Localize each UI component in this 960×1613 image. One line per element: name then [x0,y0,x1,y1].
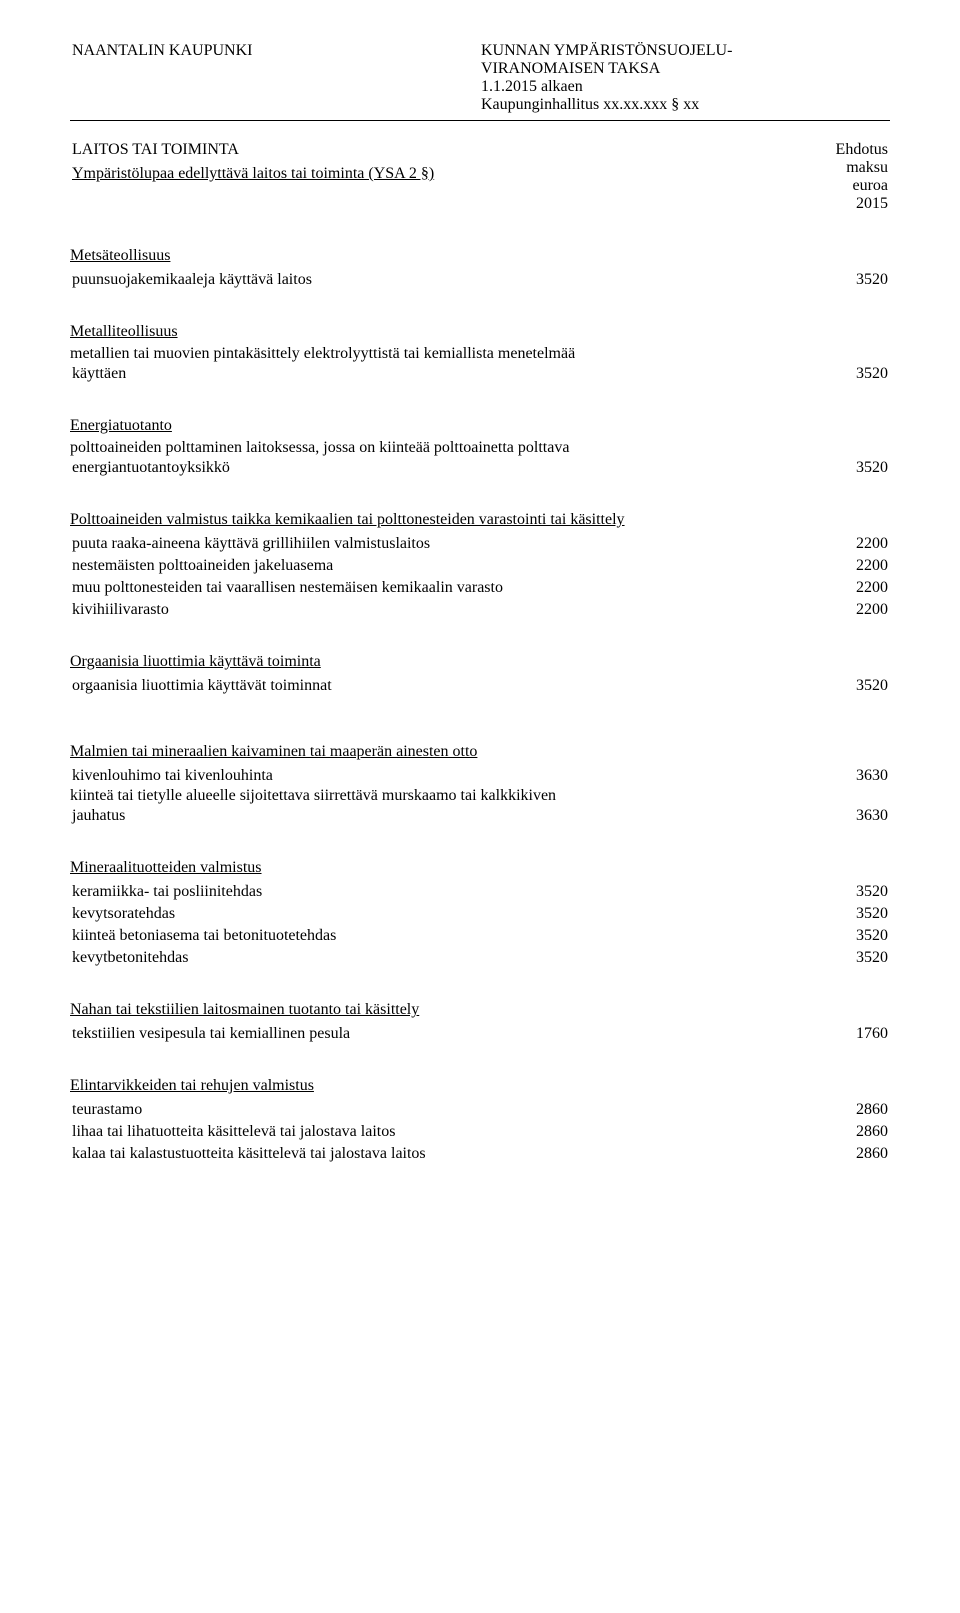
page: NAANTALIN KAUPUNKI KUNNAN YMPÄRISTÖNSUOJ… [0,0,960,1225]
subheader-right: Ehdotus maksu euroa 2015 [725,141,888,213]
section-title-elintarvike: Elintarvikkeiden tai rehujen valmistus [70,1077,890,1095]
header-right-line3: 1.1.2015 alkaen [481,78,888,96]
row-amount: 2200 [776,557,888,575]
row-amount: 3630 [776,767,888,785]
table-row: puunsuojakemikaaleja käyttävä laitos 352… [70,269,890,291]
row-amount: 2860 [776,1123,888,1141]
table-row: kivihiilivarasto 2200 [70,599,890,621]
table-row: nestemäisten polttoaineiden jakeluasema … [70,555,890,577]
euroa-label: euroa [725,177,888,195]
header-left: NAANTALIN KAUPUNKI [72,42,479,114]
table-row: orgaanisia liuottimia käyttävät toiminna… [70,675,890,697]
row-amount: 3520 [776,271,888,289]
row-label-wrap: metallien tai muovien pintakäsittely ele… [70,345,890,363]
table-row: kivenlouhimo tai kivenlouhinta 3630 [70,765,890,787]
table-row: kevytsoratehdas 3520 [70,903,890,925]
row-label: teurastamo [72,1101,774,1119]
row-label: kivihiilivarasto [72,601,774,619]
header-right-line2: VIRANOMAISEN TAKSA [481,60,888,78]
table-row: tekstiilien vesipesula tai kemiallinen p… [70,1023,890,1045]
header-rule [70,120,890,121]
section-title-poltto: Polttoaineiden valmistus taikka kemikaal… [70,511,890,529]
row-label: käyttäen [72,365,774,383]
row-label: tekstiilien vesipesula tai kemiallinen p… [72,1025,774,1043]
row-amount: 2200 [776,601,888,619]
section-title-energia: Energiatuotanto [70,417,890,435]
row-amount: 3630 [776,807,888,825]
row-label: nestemäisten polttoaineiden jakeluasema [72,557,774,575]
section-title-malmi: Malmien tai mineraalien kaivaminen tai m… [70,743,890,761]
row-amount: 3520 [776,883,888,901]
header-row: NAANTALIN KAUPUNKI KUNNAN YMPÄRISTÖNSUOJ… [70,40,890,116]
table-row: kevytbetonitehdas 3520 [70,947,890,969]
table-row: muu polttonesteiden tai vaarallisen nest… [70,577,890,599]
section-title-metsa: Metsäteollisuus [70,247,890,265]
row-label-wrap: polttoaineiden polttaminen laitoksessa, … [70,439,890,457]
table-row: teurastamo 2860 [70,1099,890,1121]
subheader-left: LAITOS TAI TOIMINTA Ympäristölupaa edell… [72,141,723,213]
table-row: keramiikka- tai posliinitehdas 3520 [70,881,890,903]
row-label: energiantuotantoyksikkö [72,459,774,477]
table-row: käyttäen 3520 [70,363,890,385]
section-title-mineraali: Mineraalituotteiden valmistus [70,859,890,877]
row-label-wrap: kiinteä tai tietylle alueelle sijoitetta… [70,787,890,805]
row-amount: 2860 [776,1145,888,1163]
row-amount: 3520 [776,927,888,945]
row-amount: 3520 [776,905,888,923]
row-label: kalaa tai kalastustuotteita käsittelevä … [72,1145,774,1163]
row-label: keramiikka- tai posliinitehdas [72,883,774,901]
year-label: 2015 [725,195,888,213]
row-label: kiinteä betoniasema tai betonituotetehda… [72,927,774,945]
section-title-orgaan: Orgaanisia liuottimia käyttävä toiminta [70,653,890,671]
row-label: puuta raaka-aineena käyttävä grillihiile… [72,535,774,553]
table-row: kiinteä betoniasema tai betonituotetehda… [70,925,890,947]
row-label: kevytsoratehdas [72,905,774,923]
row-amount: 1760 [776,1025,888,1043]
laitos-heading: LAITOS TAI TOIMINTA [72,141,723,159]
section-title-metalli: Metalliteollisuus [70,323,890,341]
row-amount: 3520 [776,459,888,477]
ehdotus-label: Ehdotus [725,141,888,159]
row-label: jauhatus [72,807,774,825]
section-title-nahka: Nahan tai tekstiilien laitosmainen tuota… [70,1001,890,1019]
table-row: jauhatus 3630 [70,805,890,827]
row-amount: 2200 [776,579,888,597]
row-label: kivenlouhimo tai kivenlouhinta [72,767,774,785]
table-row: kalaa tai kalastustuotteita käsittelevä … [70,1143,890,1165]
header-right: KUNNAN YMPÄRISTÖNSUOJELU- VIRANOMAISEN T… [481,42,888,114]
row-amount: 3520 [776,365,888,383]
row-amount: 3520 [776,677,888,695]
table-row: lihaa tai lihatuotteita käsittelevä tai … [70,1121,890,1143]
ymplupa-heading: Ympäristölupaa edellyttävä laitos tai to… [72,165,723,183]
row-label: muu polttonesteiden tai vaarallisen nest… [72,579,774,597]
row-label: orgaanisia liuottimia käyttävät toiminna… [72,677,774,695]
row-amount: 2200 [776,535,888,553]
row-amount: 3520 [776,949,888,967]
table-row: energiantuotantoyksikkö 3520 [70,457,890,479]
row-label: lihaa tai lihatuotteita käsittelevä tai … [72,1123,774,1141]
row-amount: 2860 [776,1101,888,1119]
subheader-block: LAITOS TAI TOIMINTA Ympäristölupaa edell… [70,139,890,215]
maksu-label: maksu [725,159,888,177]
table-row: puuta raaka-aineena käyttävä grillihiile… [70,533,890,555]
row-label: kevytbetonitehdas [72,949,774,967]
header-right-line1: KUNNAN YMPÄRISTÖNSUOJELU- [481,42,888,60]
row-label: puunsuojakemikaaleja käyttävä laitos [72,271,774,289]
header-right-line4: Kaupunginhallitus xx.xx.xxx § xx [481,96,888,114]
